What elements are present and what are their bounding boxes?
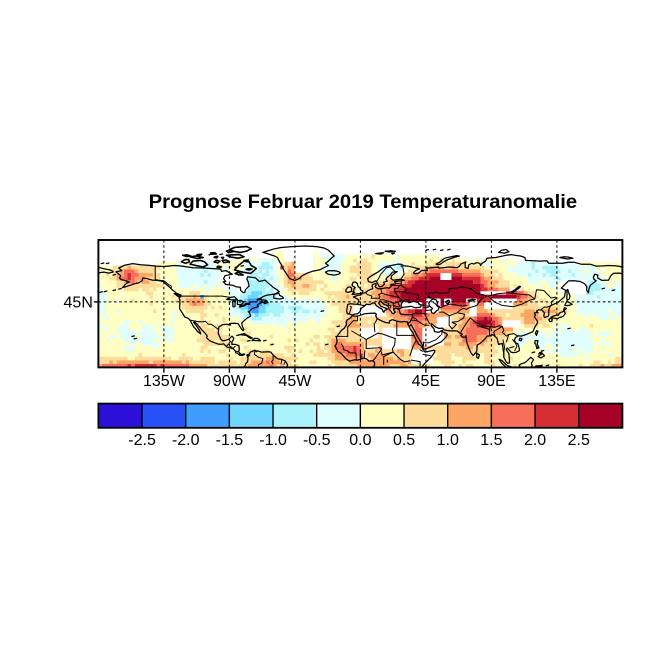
svg-text:0: 0 (356, 373, 365, 390)
svg-text:-0.5: -0.5 (303, 432, 331, 449)
svg-text:2.0: 2.0 (524, 432, 546, 449)
svg-text:Prognose Februar 2019 Temperat: Prognose Februar 2019 Temperaturanomalie (149, 192, 578, 213)
svg-text:0.5: 0.5 (393, 432, 415, 449)
svg-text:1.0: 1.0 (437, 432, 459, 449)
svg-text:45E: 45E (412, 373, 440, 390)
svg-text:45N: 45N (64, 294, 93, 311)
svg-text:135W: 135W (143, 373, 186, 390)
svg-text:0.0: 0.0 (349, 432, 371, 449)
svg-text:45W: 45W (278, 373, 312, 390)
svg-text:135E: 135E (538, 373, 575, 390)
svg-text:-2.0: -2.0 (172, 432, 200, 449)
svg-text:90W: 90W (213, 373, 247, 390)
svg-text:2.5: 2.5 (568, 432, 590, 449)
svg-text:1.5: 1.5 (480, 432, 502, 449)
svg-text:-2.5: -2.5 (128, 432, 156, 449)
svg-text:-1.0: -1.0 (259, 432, 287, 449)
svg-text:90E: 90E (477, 373, 505, 390)
svg-text:-1.5: -1.5 (216, 432, 244, 449)
